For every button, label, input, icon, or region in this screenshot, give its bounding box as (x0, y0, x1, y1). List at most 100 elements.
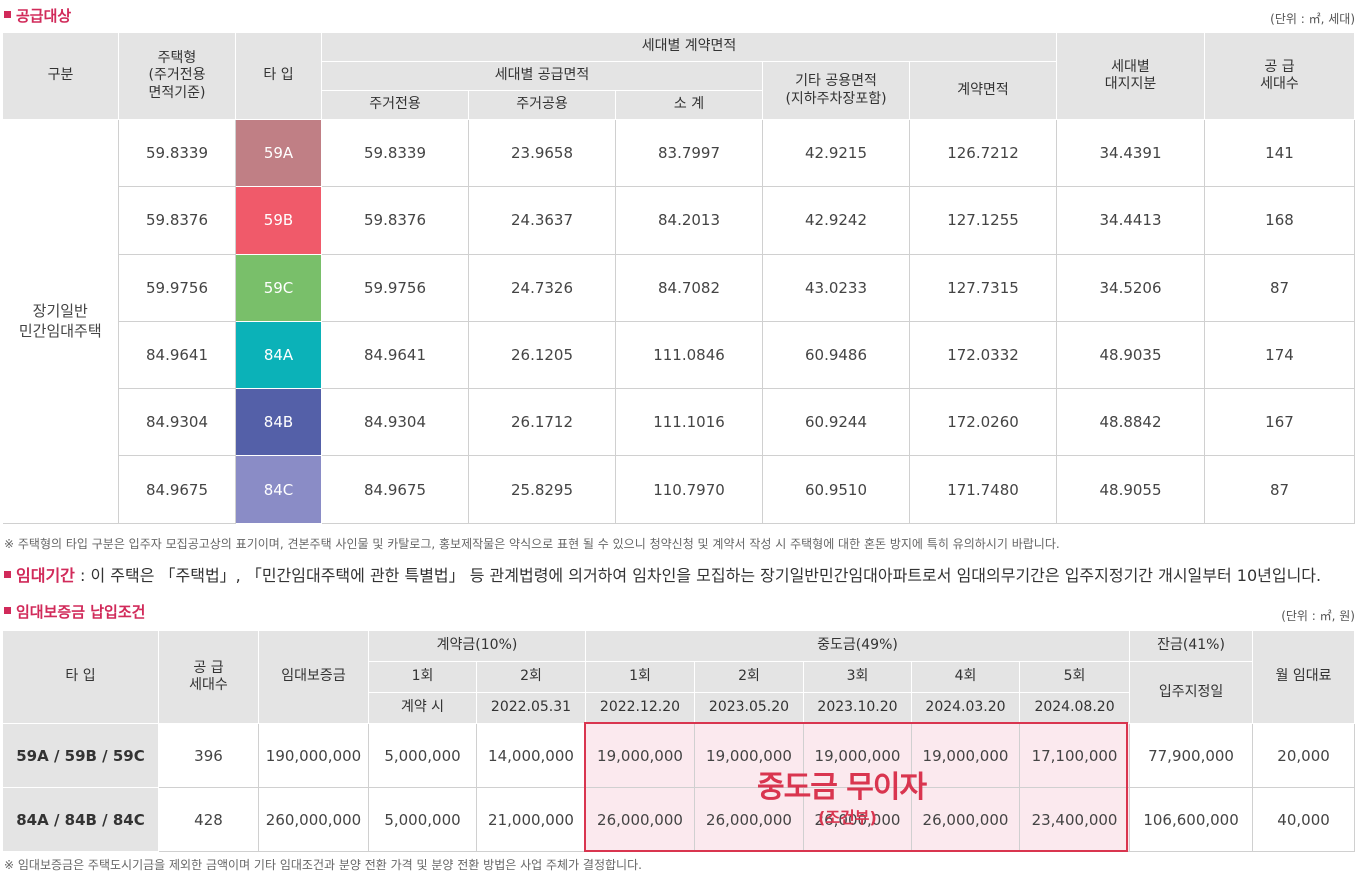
supply-unit-label: (단위 : ㎡, 세대) (1270, 12, 1355, 26)
housing-type-cell: 84.9675 (118, 455, 236, 524)
contract-total-cell: 171.7480 (909, 455, 1057, 524)
dep-header-down-payment: 계약금(10%) (368, 630, 586, 662)
units-cell: 174 (1204, 320, 1355, 390)
units-cell: 87 (1204, 455, 1355, 524)
other-common-cell: 60.9486 (762, 320, 910, 390)
subtotal-cell: 111.1016 (615, 388, 763, 457)
type-label-cell: 59A / 59B / 59C (2, 723, 159, 788)
common-cell: 26.1205 (468, 320, 616, 390)
dep-header-deposit: 임대보증금 (258, 630, 369, 724)
down-payment-cell: 5,000,000 (368, 787, 477, 852)
header-contract-area: 세대별 계약면적 (321, 32, 1057, 62)
middle-payment-cell: 17,100,000 (1018, 723, 1131, 788)
units-cell: 168 (1204, 186, 1355, 255)
table-row: 84.9675 84C 84.9675 25.8295 110.7970 60.9510 1… (3, 455, 1355, 524)
middle-payment-cell: 19,000,000 (694, 723, 804, 788)
units-cell: 396 (158, 723, 259, 788)
exclusive-cell: 59.9756 (321, 253, 469, 322)
bullet-square-icon (4, 11, 11, 18)
dep-header-move-in: 입주지정일 (1129, 661, 1254, 724)
down-payment-cell: 14,000,000 (476, 723, 586, 788)
dep-header-round: 2회 (476, 661, 586, 693)
middle-payment-cell: 26,000,000 (803, 787, 912, 852)
deposit-cell: 190,000,000 (258, 723, 369, 788)
land-share-cell: 48.9055 (1056, 455, 1205, 524)
header-supply-area: 세대별 공급면적 (321, 61, 763, 91)
contract-total-cell: 127.7315 (909, 253, 1057, 322)
land-share-cell: 34.4391 (1056, 118, 1205, 188)
dep-header-round: 2회 (694, 661, 804, 693)
other-common-cell: 60.9244 (762, 388, 910, 457)
dep-header-round: 5회 (1018, 661, 1131, 693)
exclusive-cell: 84.9675 (321, 455, 469, 524)
dep-header-date: 2024.03.20 (911, 692, 1020, 724)
dep-header-date: 2023.05.20 (694, 692, 804, 724)
interest-free-label: 중도금 무이자 (757, 770, 927, 805)
subtotal-cell: 84.7082 (615, 253, 763, 322)
header-category: 구분 (2, 32, 119, 120)
subtotal-cell: 83.7997 (615, 118, 763, 188)
header-subtotal: 소 계 (615, 90, 763, 120)
housing-type-cell: 84.9304 (118, 388, 236, 457)
lease-period-body: : 이 주택은 「주택법」, 「민간임대주택에 관한 특별법」 등 관계법령에 … (74, 566, 1322, 585)
table-row: 84.9641 84A 84.9641 26.1205 111.0846 60.9486 1… (3, 320, 1355, 390)
table-row: 59A / 59B / 59C 396 190,000,000 5,000,000 14… (2, 723, 1356, 788)
supply-note: ※ 주택형의 타입 구분은 입주자 모집공고상의 표기이며, 견본주택 사인물 … (4, 537, 1060, 551)
other-common-cell: 43.0233 (762, 253, 910, 322)
monthly-rent-cell: 20,000 (1252, 723, 1356, 788)
dep-header-balance: 잔금(41%) (1129, 630, 1254, 662)
subtotal-cell: 110.7970 (615, 455, 763, 524)
units-cell: 428 (158, 787, 259, 852)
header-contract-total: 계약면적 (909, 61, 1057, 120)
type-badge-cell: 84C (235, 455, 322, 524)
bullet-square-icon (4, 607, 11, 614)
dep-header-monthly-rent: 월 임대료 (1252, 630, 1356, 724)
lease-period-text: 임대기간 : 이 주택은 「주택법」, 「민간임대주택에 관한 특별법」 등 관… (4, 562, 1321, 586)
deposit-section-title: 임대보증금 납입조건 (4, 601, 145, 622)
units-cell: 87 (1204, 253, 1355, 322)
housing-type-cell: 59.8339 (118, 118, 236, 188)
contract-total-cell: 127.1255 (909, 186, 1057, 255)
contract-total-cell: 126.7212 (909, 118, 1057, 188)
housing-type-cell: 59.8376 (118, 186, 236, 255)
common-cell: 24.7326 (468, 253, 616, 322)
deposit-note: ※ 임대보증금은 주택도시기금을 제외한 금액이며 기타 임대조건과 분양 전환… (4, 858, 642, 872)
dep-header-round: 3회 (803, 661, 912, 693)
deposit-table: 타 입 공 급 세대수 임대보증금 계약금(10%) 중도금(49%) 잔금(4… (2, 630, 1356, 852)
units-cell: 167 (1204, 388, 1355, 457)
middle-payment-cell: 19,000,000 (585, 723, 695, 788)
table-row: 59.9756 59C 59.9756 24.7326 84.7082 43.0233 12… (3, 253, 1355, 322)
subtotal-cell: 84.2013 (615, 186, 763, 255)
type-badge-cell: 84A (235, 320, 322, 390)
conditional-label: (조건부) (818, 808, 877, 827)
dep-header-type: 타 입 (2, 630, 159, 724)
header-common: 주거공용 (468, 90, 616, 120)
housing-type-cell: 84.9641 (118, 320, 236, 390)
other-common-cell: 60.9510 (762, 455, 910, 524)
down-payment-cell: 5,000,000 (368, 723, 477, 788)
dep-header-date: 2023.10.20 (803, 692, 912, 724)
other-common-cell: 42.9215 (762, 118, 910, 188)
dep-header-middle-payment: 중도금(49%) (584, 630, 1131, 662)
dep-header-round: 1회 (368, 661, 477, 693)
exclusive-cell: 84.9641 (321, 320, 469, 390)
supply-section-title: 공급대상 (4, 5, 71, 26)
dep-header-round: 4회 (911, 661, 1020, 693)
dep-header-units: 공 급 세대수 (158, 630, 259, 724)
housing-type-cell: 59.9756 (118, 253, 236, 322)
supply-table: 구분 주택형 (주거전용 면적기준) 타 입 세대별 계약면적 세대별 대지지분… (2, 32, 1355, 524)
contract-total-cell: 172.0260 (909, 388, 1057, 457)
table-row: 84.9304 84B 84.9304 26.1712 111.1016 60.9244 1… (3, 388, 1355, 457)
deposit-cell: 260,000,000 (258, 787, 369, 852)
header-land-share: 세대별 대지지분 (1056, 32, 1205, 120)
land-share-cell: 48.8842 (1056, 388, 1205, 457)
header-housing-type: 주택형 (주거전용 면적기준) (118, 32, 236, 120)
down-payment-cell: 21,000,000 (476, 787, 586, 852)
middle-payment-cell: 19,000,000 (911, 723, 1020, 788)
bullet-square-icon (4, 571, 11, 578)
type-badge-cell: 59A (235, 118, 322, 188)
common-cell: 23.9658 (468, 118, 616, 188)
land-share-cell: 34.5206 (1056, 253, 1205, 322)
dep-header-date: 계약 시 (368, 692, 477, 724)
dep-header-date: 2024.08.20 (1018, 692, 1131, 724)
